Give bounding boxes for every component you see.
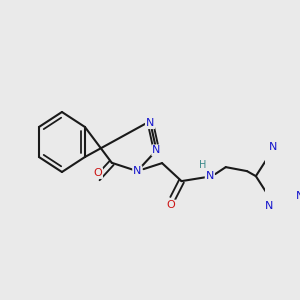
Text: N: N (296, 191, 300, 201)
Text: N: N (146, 118, 154, 128)
Text: N: N (206, 171, 214, 181)
Text: N: N (133, 166, 142, 176)
Text: N: N (265, 201, 273, 211)
Text: O: O (167, 200, 175, 210)
Text: N: N (152, 145, 160, 155)
Text: N: N (269, 142, 278, 152)
Text: H: H (199, 160, 206, 170)
Text: O: O (93, 168, 102, 178)
